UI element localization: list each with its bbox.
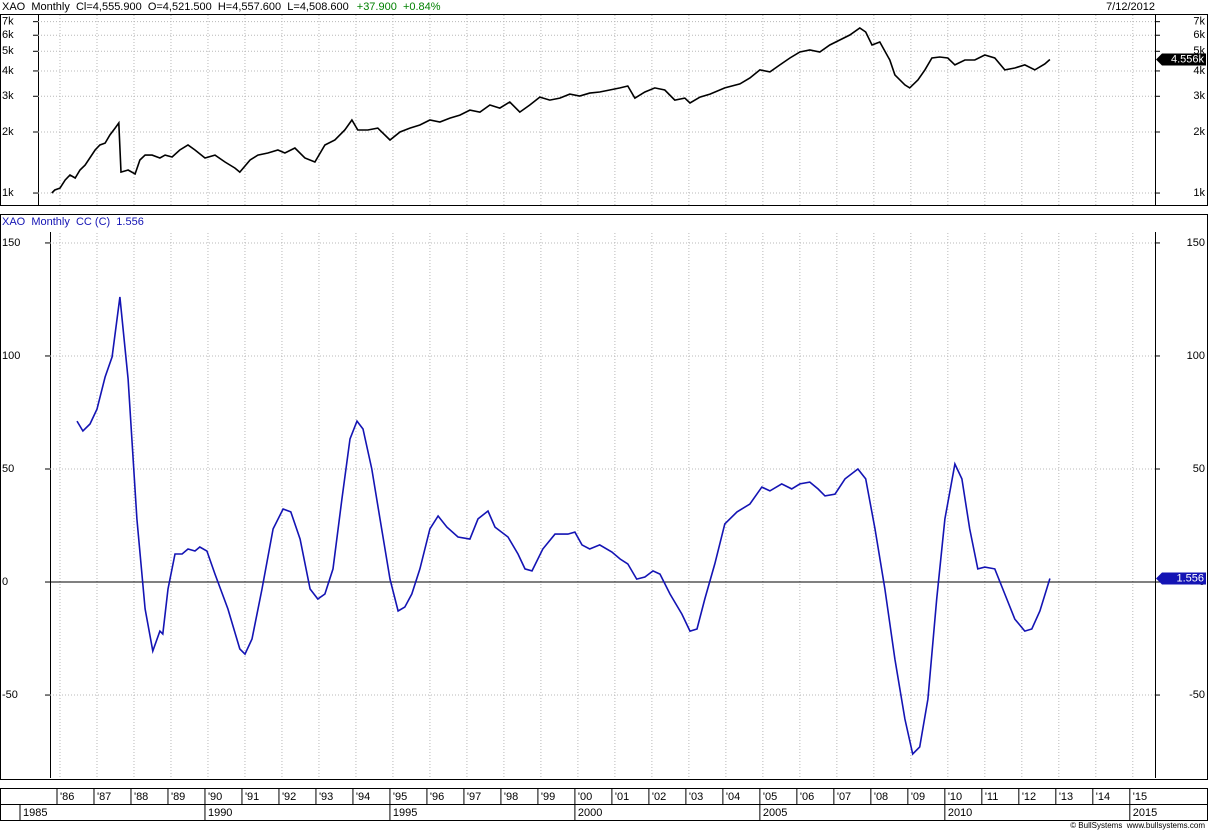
- time-major-label: 2010: [948, 807, 972, 819]
- time-tick-label: '15: [1133, 791, 1147, 803]
- time-tick-label: '07: [837, 791, 851, 803]
- y-tick-label: 7k: [2, 16, 14, 28]
- time-major-label: 1985: [23, 807, 47, 819]
- y-tick-label-right: 150: [1187, 237, 1205, 249]
- y-tick-label-right: -50: [1189, 689, 1205, 701]
- y-tick-label: 100: [2, 350, 20, 362]
- time-major-label: 2015: [1133, 807, 1157, 819]
- series-line: [76, 296, 1051, 756]
- time-major-label: 2000: [578, 807, 602, 819]
- time-tick-label: '09: [911, 791, 925, 803]
- last-value-tag: [1156, 53, 1206, 66]
- time-tick-label: '14: [1096, 791, 1110, 803]
- time-tick-label: '00: [578, 791, 592, 803]
- y-tick-label-right: 6k: [1193, 29, 1205, 41]
- y-tick-label: 6k: [2, 29, 14, 41]
- series-line: [51, 27, 1051, 194]
- time-tick-label: '03: [689, 791, 703, 803]
- time-tick-label: '95: [393, 791, 407, 803]
- price-title: XAO Monthly Cl=4,555.900 O=4,521.500 H=4…: [2, 1, 349, 13]
- time-tick-label: '02: [652, 791, 666, 803]
- time-tick-label: '87: [97, 791, 111, 803]
- time-tick-label: '99: [541, 791, 555, 803]
- time-tick-label: '04: [726, 791, 740, 803]
- y-tick-label-right: 1k: [1193, 187, 1205, 199]
- footer: © BullSystems www.bullsystems.com: [1070, 821, 1205, 830]
- y-tick-label: 0: [2, 576, 8, 588]
- time-tick-label: '96: [430, 791, 444, 803]
- time-tick-label: '89: [171, 791, 185, 803]
- time-tick-label: '88: [134, 791, 148, 803]
- y-tick-label-right: 2k: [1193, 126, 1205, 138]
- y-tick-label: 50: [2, 463, 14, 475]
- time-tick-label: '13: [1059, 791, 1073, 803]
- last-value-label: 1.556: [1176, 572, 1204, 584]
- y-tick-label: 4k: [2, 65, 14, 77]
- y-tick-label-right: 100: [1187, 350, 1205, 362]
- y-tick-label-right: 50: [1193, 463, 1205, 475]
- y-tick-label: 1k: [2, 187, 14, 199]
- time-tick-label: '90: [208, 791, 222, 803]
- time-tick-label: '98: [504, 791, 518, 803]
- cc-title: XAO Monthly CC (C) 1.556: [2, 216, 144, 228]
- time-tick-label: '10: [948, 791, 962, 803]
- last-value-label: 4.556k: [1171, 53, 1205, 65]
- y-tick-label: -50: [2, 689, 18, 701]
- y-tick-label: 3k: [2, 90, 14, 102]
- time-major-label: 1990: [208, 807, 232, 819]
- y-tick-label-right: 7k: [1193, 16, 1205, 28]
- time-tick-label: '06: [800, 791, 814, 803]
- time-tick-label: '12: [1022, 791, 1036, 803]
- y-tick-label: 2k: [2, 126, 14, 138]
- time-tick-label: '94: [356, 791, 370, 803]
- time-tick-label: '86: [60, 791, 74, 803]
- price-panel-frame: [0, 14, 1208, 206]
- time-major-label: 1995: [393, 807, 417, 819]
- y-tick-label: 150: [2, 237, 20, 249]
- price-date: 7/12/2012: [1106, 1, 1155, 13]
- time-tick-label: '92: [282, 791, 296, 803]
- time-tick-label: '08: [874, 791, 888, 803]
- time-tick-label: '93: [319, 791, 333, 803]
- cc-panel-frame: [0, 214, 1208, 780]
- time-tick-label: '01: [615, 791, 629, 803]
- y-tick-label-right: 3k: [1193, 90, 1205, 102]
- time-tick-label: '97: [467, 791, 481, 803]
- time-tick-label: '11: [985, 791, 999, 803]
- last-value-tag: [1156, 572, 1206, 585]
- time-tick-label: '91: [245, 791, 259, 803]
- y-tick-label-right: 4k: [1193, 65, 1205, 77]
- y-tick-label: 5k: [2, 45, 14, 57]
- price-change: +37.900 +0.84%: [357, 1, 441, 13]
- time-major-label: 2005: [763, 807, 787, 819]
- time-tick-label: '05: [763, 791, 777, 803]
